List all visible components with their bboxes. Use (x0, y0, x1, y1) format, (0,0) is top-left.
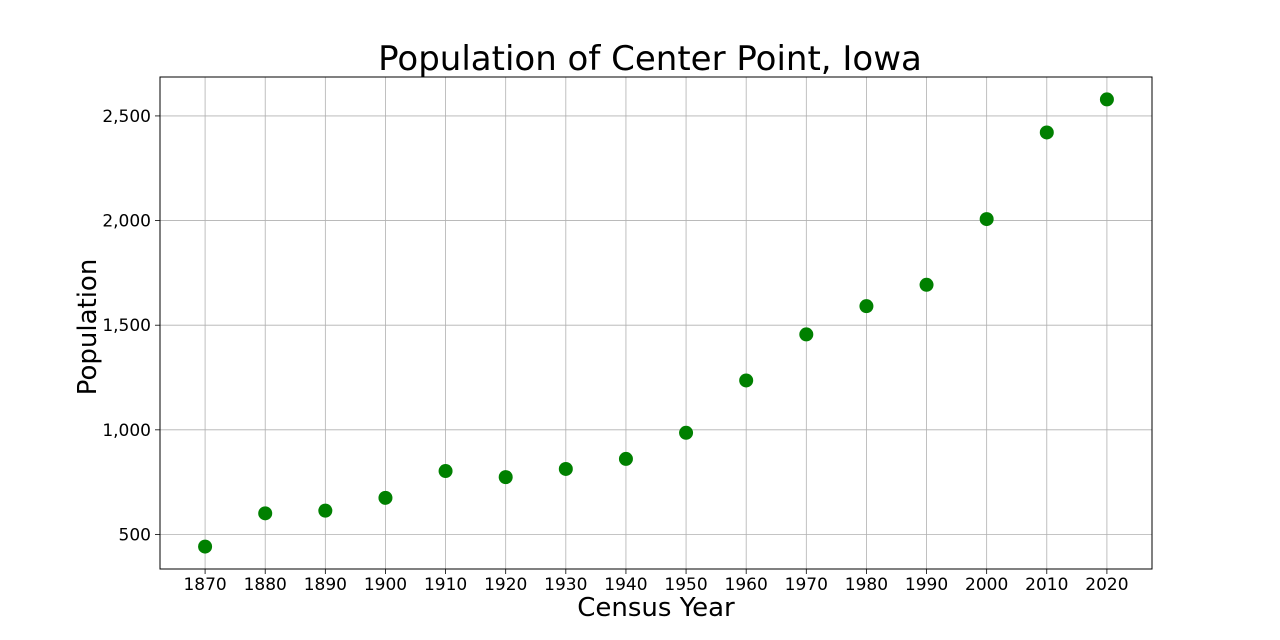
data-point (1039, 125, 1054, 140)
axis-ticks: 1870 1880 1890 1900 1910 1920 1930 1940 1950 1960… (102, 107, 1128, 595)
x-tick-label: 1910 (424, 575, 467, 595)
x-tick-label: 1950 (664, 575, 707, 595)
data-point (378, 490, 393, 505)
data-point (498, 470, 513, 485)
data-point (198, 539, 213, 554)
y-axis-label: Population (73, 259, 103, 396)
data-point (438, 464, 453, 479)
x-tick-label: 1880 (244, 575, 287, 595)
y-tick-label: 2,500 (102, 107, 151, 127)
data-point (318, 503, 333, 518)
y-tick-label: 1,500 (102, 316, 151, 336)
x-tick-label: 2010 (1025, 575, 1068, 595)
data-point (679, 425, 694, 440)
x-tick-label: 1970 (785, 575, 828, 595)
y-tick-label: 500 (119, 525, 151, 545)
x-tick-label: 1890 (304, 575, 347, 595)
x-tick-label: 1990 (905, 575, 948, 595)
chart-title: Population of Center Point, Iowa (378, 39, 922, 79)
data-point (258, 506, 273, 521)
data-point (558, 461, 573, 476)
data-point (739, 373, 754, 388)
x-tick-label: 2000 (965, 575, 1008, 595)
data-points (198, 92, 1114, 554)
grid (160, 77, 1152, 569)
data-point (919, 277, 934, 292)
data-point (859, 299, 874, 314)
plot-frame (159, 76, 1153, 570)
y-tick-label: 2,000 (102, 212, 151, 232)
x-tick-label: 1900 (364, 575, 407, 595)
data-point (799, 327, 814, 342)
x-tick-label: 2020 (1085, 575, 1128, 595)
x-tick-label: 1920 (484, 575, 527, 595)
x-tick-label: 1980 (845, 575, 888, 595)
x-tick-label: 1940 (604, 575, 647, 595)
x-axis-label: Census Year (577, 593, 735, 623)
x-tick-label: 1870 (183, 575, 226, 595)
y-tick-label: 1,000 (102, 421, 151, 441)
x-tick-label: 1960 (725, 575, 768, 595)
data-point (979, 212, 994, 227)
data-point (618, 451, 633, 466)
data-point (1099, 92, 1114, 107)
x-tick-label: 1930 (544, 575, 587, 595)
